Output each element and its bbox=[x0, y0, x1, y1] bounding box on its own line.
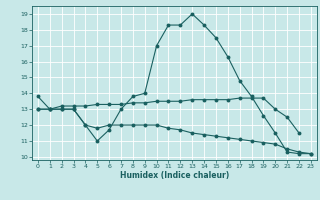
X-axis label: Humidex (Indice chaleur): Humidex (Indice chaleur) bbox=[120, 171, 229, 180]
